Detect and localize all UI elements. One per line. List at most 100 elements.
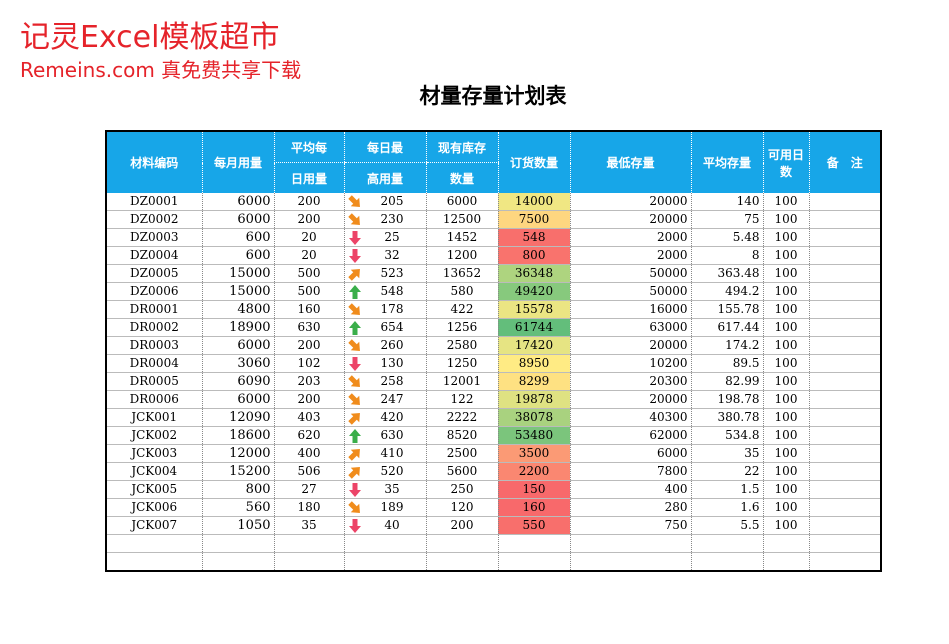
cell: [808, 354, 881, 373]
data-row: DZ0005 15000 500 523 13652 36348 50000 363.48 10…: [105, 264, 881, 283]
cell: [808, 193, 881, 211]
cell: [569, 552, 691, 572]
cell: 600: [201, 246, 274, 265]
data-row: JCK005 800 27 35 250 150 400 1.5 100: [105, 480, 881, 499]
cell: 1.5: [690, 480, 763, 499]
cell: 20000: [569, 390, 691, 409]
cell: 49420: [497, 282, 570, 301]
cell: [808, 480, 881, 499]
trend-icon: [348, 285, 361, 299]
cell: 7500: [497, 210, 570, 229]
cell: 12000: [201, 444, 274, 463]
trend-icon: [347, 339, 360, 351]
cell: 550: [497, 516, 570, 535]
cell: 280: [569, 498, 691, 517]
data-row: DZ0003 600 20 25 1452 548 2000 5.48 100: [105, 228, 881, 247]
cell: 8: [690, 246, 763, 265]
cell: 38078: [497, 408, 570, 427]
cell: 548: [497, 228, 570, 247]
cell: 200: [273, 336, 344, 355]
cell: 61744: [497, 318, 570, 337]
cell: [808, 408, 881, 427]
cell: [808, 246, 881, 265]
cell: 120: [425, 498, 498, 517]
column-header: 数量: [425, 162, 498, 193]
header-row: 日用量 高用量 数量: [106, 162, 881, 193]
data-row: DZ0004 600 20 32 1200 800 2000 8 100: [105, 246, 881, 265]
cell: 174.2: [690, 336, 763, 355]
cell: 14000: [497, 193, 570, 211]
cell: 8950: [497, 354, 570, 373]
data-row: DR0005 6090 203 258 12001 8299 20300 82.99 100: [105, 372, 881, 391]
cell: 200: [273, 390, 344, 409]
cell: 50000: [569, 264, 691, 283]
cell: 560: [201, 498, 274, 517]
cell: 160: [497, 498, 570, 517]
cell: 630: [343, 426, 426, 445]
column-header: 现有库存: [425, 131, 498, 163]
cell: 140: [690, 193, 763, 211]
cell: 15200: [201, 462, 274, 481]
cell: [808, 336, 881, 355]
cell: [690, 534, 763, 553]
trend-icon: [348, 519, 361, 533]
data-row: JCK002 18600 620 630 8520 53480 62000 534.8 100: [105, 426, 881, 445]
cell: 2580: [425, 336, 498, 355]
empty-row: [105, 534, 881, 553]
trend-icon: [347, 269, 360, 281]
cell: 520: [343, 462, 426, 481]
cell: 205: [343, 193, 426, 211]
cell: 6090: [201, 372, 274, 391]
cell: 100: [762, 462, 809, 481]
cell: 35: [690, 444, 763, 463]
data-row: DR0003 6000 200 260 2580 17420 20000 174.2 100: [105, 336, 881, 355]
trend-icon: [347, 393, 360, 405]
cell: 63000: [569, 318, 691, 337]
cell: [273, 552, 344, 572]
cell: 8299: [497, 372, 570, 391]
data-row: DZ0001 6000 200 205 6000 14000 20000 140 100: [105, 193, 881, 211]
data-row: JCK003 12000 400 410 2500 3500 6000 35 100: [105, 444, 881, 463]
cell: 82.99: [690, 372, 763, 391]
cell: [808, 426, 881, 445]
cell: 100: [762, 228, 809, 247]
column-header: 备 注: [808, 131, 881, 193]
cell: 19878: [497, 390, 570, 409]
cell: 18600: [201, 426, 274, 445]
trend-icon: [347, 413, 360, 425]
trend-icon: [347, 375, 360, 387]
cell: 2000: [569, 246, 691, 265]
cell: 27: [273, 480, 344, 499]
cell: [808, 228, 881, 247]
cell: [808, 264, 881, 283]
cell: 100: [762, 300, 809, 319]
column-header: 平均每: [273, 131, 344, 163]
cell: DR0006: [105, 390, 202, 409]
cell: 53480: [497, 426, 570, 445]
trend-icon: [348, 357, 361, 371]
cell: [808, 318, 881, 337]
cell: 22: [690, 462, 763, 481]
cell: DZ0001: [105, 193, 202, 211]
cell: 600: [201, 228, 274, 247]
cell: 800: [497, 246, 570, 265]
cell: 189: [343, 498, 426, 517]
cell: JCK005: [105, 480, 202, 499]
cell: 800: [201, 480, 274, 499]
cell: 12500: [425, 210, 498, 229]
cell: 1200: [425, 246, 498, 265]
cell: DZ0005: [105, 264, 202, 283]
cell: JCK006: [105, 498, 202, 517]
cell: [690, 552, 763, 572]
cell: 250: [425, 480, 498, 499]
cell: 6000: [425, 193, 498, 211]
cell: 100: [762, 210, 809, 229]
cell: 6000: [201, 336, 274, 355]
cell: 198.78: [690, 390, 763, 409]
column-header: 最低存量: [569, 131, 691, 193]
cell: 130: [343, 354, 426, 373]
cell: [808, 210, 881, 229]
cell: 15000: [201, 264, 274, 283]
cell: [425, 534, 498, 553]
sheet-title: 材量存量计划表: [419, 84, 567, 108]
